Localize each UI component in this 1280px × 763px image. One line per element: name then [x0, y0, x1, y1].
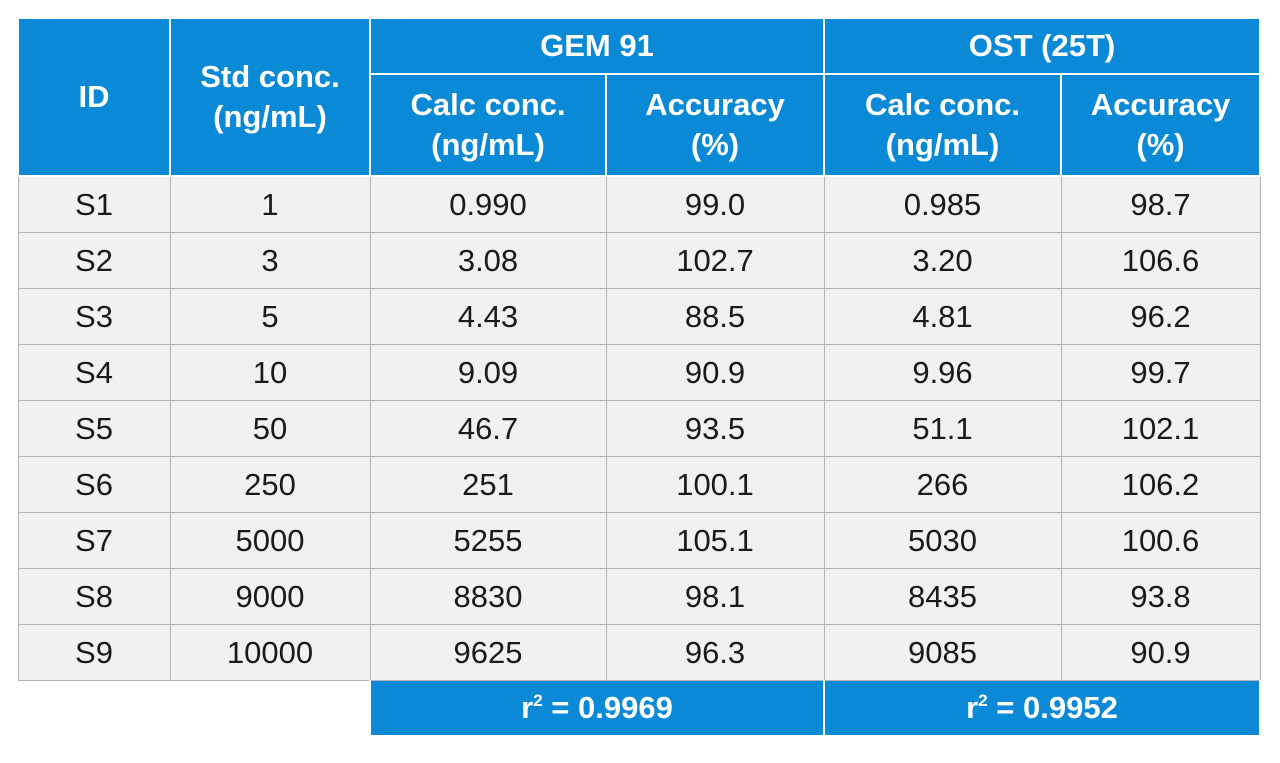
ost-accuracy-cell: 106.2 [1060, 456, 1261, 513]
ost-calc-cell: 5030 [823, 512, 1062, 569]
gem-accuracy-cell: 100.1 [605, 456, 825, 513]
ost-calc-cell: 51.1 [823, 400, 1062, 457]
ost-calc-cell: 8435 [823, 568, 1062, 625]
ost-accuracy-cell: 106.6 [1060, 232, 1261, 289]
table-row: S3 5 4.43 88.5 4.81 96.2 [17, 288, 1261, 345]
gem-r2-cell: r2 = 0.9969 [369, 680, 825, 737]
ost-calc-header: Calc conc. (ng/mL) [823, 73, 1062, 177]
ost-calc-cell: 4.81 [823, 288, 1062, 345]
std-conc-cell: 3 [169, 232, 371, 289]
ost-accuracy-header-line2: (%) [1136, 127, 1185, 162]
ost-accuracy-cell: 96.2 [1060, 288, 1261, 345]
gem-calc-cell: 46.7 [369, 400, 607, 457]
table-row: S1 1 0.990 99.0 0.985 98.7 [17, 175, 1261, 233]
ost-r2-r: r [966, 690, 979, 725]
ost-calc-cell: 9.96 [823, 344, 1062, 401]
gem-accuracy-cell: 90.9 [605, 344, 825, 401]
ost-calc-cell: 3.20 [823, 232, 1062, 289]
std-conc-header-line1: Std conc. [200, 59, 340, 94]
ost-accuracy-header-line1: Accuracy [1090, 87, 1231, 122]
gem-calc-cell: 4.43 [369, 288, 607, 345]
std-conc-cell: 10000 [169, 624, 371, 681]
ost-calc-cell: 9085 [823, 624, 1062, 681]
ost-calc-header-line1: Calc conc. [864, 87, 1021, 122]
ost-accuracy-cell: 102.1 [1060, 400, 1261, 457]
gem-calc-cell: 5255 [369, 512, 607, 569]
table-row: S2 3 3.08 102.7 3.20 106.6 [17, 232, 1261, 289]
std-conc-cell: 250 [169, 456, 371, 513]
id-cell: S4 [17, 344, 171, 401]
id-cell: S5 [17, 400, 171, 457]
gem-accuracy-cell: 93.5 [605, 400, 825, 457]
ost-accuracy-header: Accuracy (%) [1060, 73, 1261, 177]
gem-accuracy-cell: 96.3 [605, 624, 825, 681]
ost-accuracy-cell: 99.7 [1060, 344, 1261, 401]
std-conc-cell: 1 [169, 175, 371, 233]
footer-spacer [18, 680, 370, 736]
gem-calc-header-line1: Calc conc. [410, 87, 566, 122]
gem-accuracy-cell: 99.0 [605, 175, 825, 233]
gem-accuracy-cell: 88.5 [605, 288, 825, 345]
gem-calc-header-line2: (ng/mL) [431, 127, 545, 162]
std-conc-cell: 10 [169, 344, 371, 401]
gem-group-header: GEM 91 [369, 17, 825, 75]
gem-accuracy-cell: 102.7 [605, 232, 825, 289]
gem-accuracy-cell: 98.1 [605, 568, 825, 625]
table-row: S7 5000 5255 105.1 5030 100.6 [17, 512, 1261, 569]
gem-accuracy-header-line1: Accuracy [645, 87, 785, 122]
table-row: S9 10000 9625 96.3 9085 90.9 [17, 624, 1261, 681]
gem-accuracy-header: Accuracy (%) [605, 73, 825, 177]
gem-r2-exponent: 2 [533, 691, 543, 710]
gem-accuracy-cell: 105.1 [605, 512, 825, 569]
ost-calc-cell: 0.985 [823, 175, 1062, 233]
id-cell: S9 [17, 624, 171, 681]
table-row: S6 250 251 100.1 266 106.2 [17, 456, 1261, 513]
id-cell: S1 [17, 175, 171, 233]
ost-accuracy-cell: 90.9 [1060, 624, 1261, 681]
ost-calc-cell: 266 [823, 456, 1062, 513]
std-conc-cell: 5000 [169, 512, 371, 569]
id-header: ID [17, 17, 171, 177]
id-cell: S7 [17, 512, 171, 569]
std-conc-header-line2: (ng/mL) [213, 99, 327, 134]
gem-calc-cell: 9.09 [369, 344, 607, 401]
ost-group-header: OST (25T) [823, 17, 1261, 75]
std-conc-cell: 5 [169, 288, 371, 345]
gem-calc-cell: 8830 [369, 568, 607, 625]
results-table-container: ID Std conc. (ng/mL) GEM 91 OST (25T) Ca… [17, 17, 1261, 737]
ost-r2-value: = 0.9952 [987, 690, 1118, 725]
gem-calc-cell: 9625 [369, 624, 607, 681]
std-conc-cell: 50 [169, 400, 371, 457]
table-row: S4 10 9.09 90.9 9.96 99.7 [17, 344, 1261, 401]
ost-accuracy-cell: 98.7 [1060, 175, 1261, 233]
ost-r2-cell: r2 = 0.9952 [823, 680, 1261, 737]
std-conc-cell: 9000 [169, 568, 371, 625]
table-row: S5 50 46.7 93.5 51.1 102.1 [17, 400, 1261, 457]
gem-r2-value: = 0.9969 [542, 690, 673, 725]
ost-accuracy-cell: 100.6 [1060, 512, 1261, 569]
table-row: S8 9000 8830 98.1 8435 93.8 [17, 568, 1261, 625]
gem-calc-header: Calc conc. (ng/mL) [369, 73, 607, 177]
gem-calc-cell: 3.08 [369, 232, 607, 289]
gem-calc-cell: 0.990 [369, 175, 607, 233]
results-table: ID Std conc. (ng/mL) GEM 91 OST (25T) Ca… [17, 17, 1261, 737]
ost-calc-header-line2: (ng/mL) [885, 127, 1000, 162]
gem-r2-r: r [521, 690, 534, 725]
id-cell: S6 [17, 456, 171, 513]
ost-r2-exponent: 2 [978, 691, 988, 710]
id-cell: S3 [17, 288, 171, 345]
id-cell: S8 [17, 568, 171, 625]
std-conc-header: Std conc. (ng/mL) [169, 17, 371, 177]
ost-accuracy-cell: 93.8 [1060, 568, 1261, 625]
id-cell: S2 [17, 232, 171, 289]
gem-calc-cell: 251 [369, 456, 607, 513]
gem-accuracy-header-line2: (%) [690, 127, 740, 162]
